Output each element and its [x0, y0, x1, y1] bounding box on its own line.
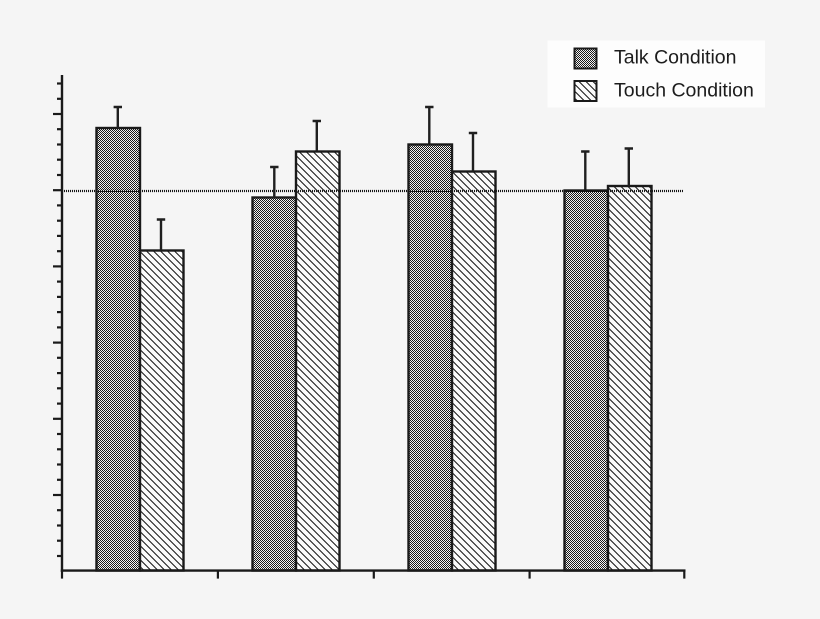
svg-text:Touch Condition: Touch Condition — [614, 80, 754, 102]
svg-text:Talk Condition: Talk Condition — [614, 47, 736, 69]
